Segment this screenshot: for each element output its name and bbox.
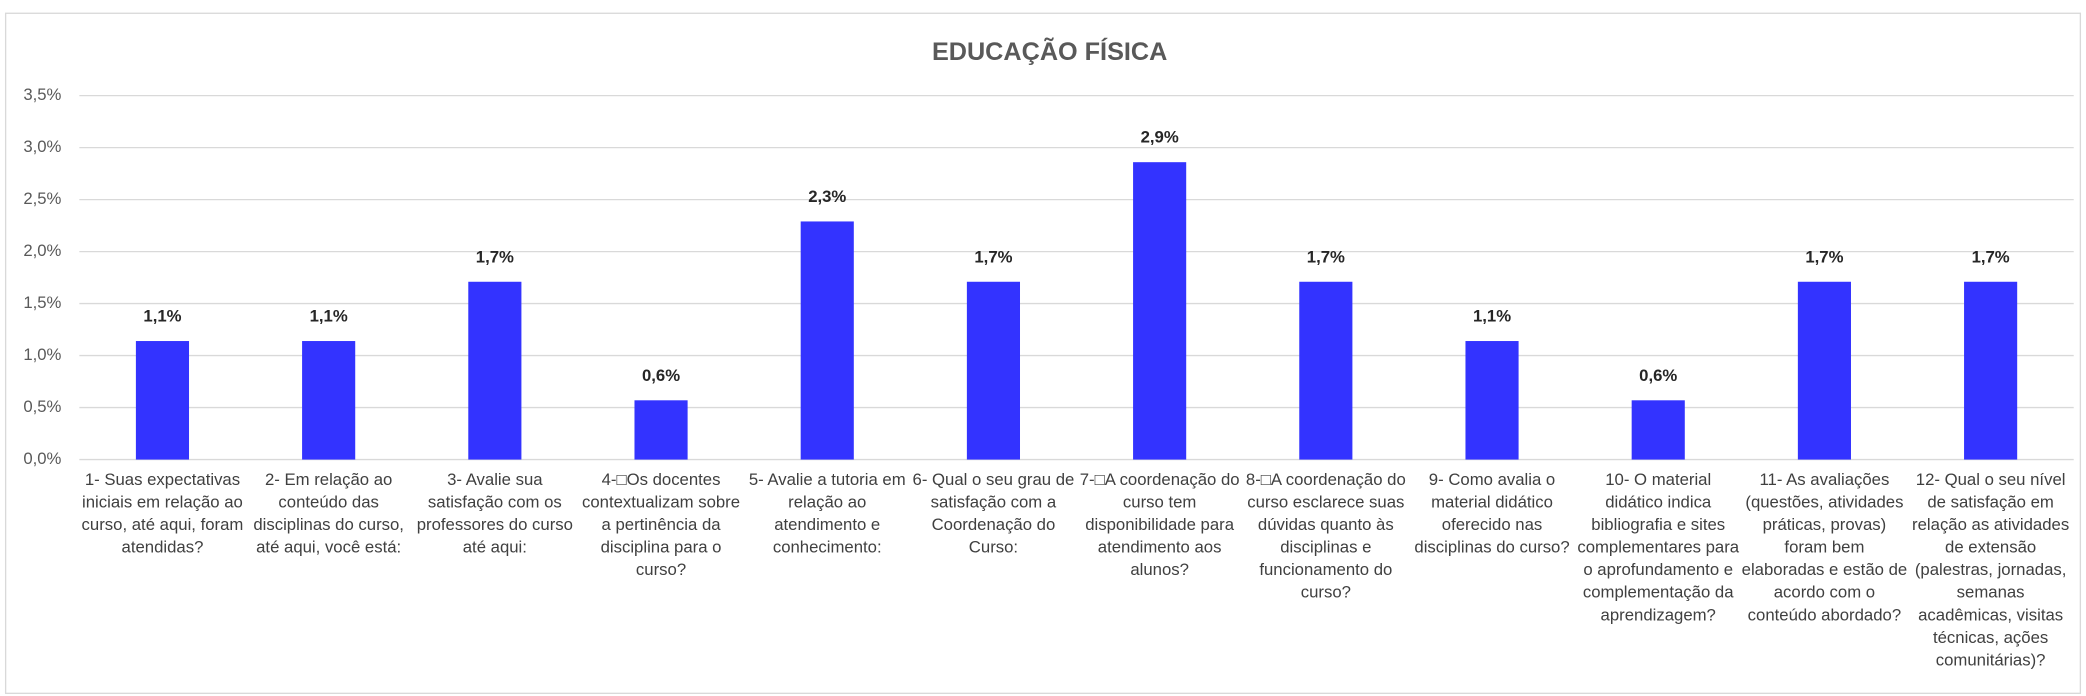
y-tick-label: 3,0%	[23, 137, 61, 156]
data-label: 0,6%	[1639, 366, 1677, 385]
data-label: 2,3%	[808, 187, 846, 206]
x-tick-label-box: 12- Qual o seu nível de satisfação em re…	[1912, 470, 2070, 670]
x-tick-label-box: 5- Avalie a tutoria em relação ao atendi…	[748, 470, 906, 557]
bar	[634, 400, 688, 460]
bar	[302, 341, 356, 460]
data-label: 1,7%	[1307, 247, 1345, 266]
bar	[1964, 281, 2018, 460]
data-label: 1,1%	[143, 307, 181, 326]
bar	[1797, 281, 1851, 460]
x-tick-label: 12- Qual o seu nível de satisfação em re…	[1912, 470, 2070, 670]
bar	[135, 341, 190, 460]
y-tick-label: 0,0%	[23, 449, 61, 468]
x-tick-label-box: 2- Em relação ao conteúdo das disciplina…	[253, 470, 404, 557]
x-tick-label: 4-□Os docentes contextualizam sobre a pe…	[581, 470, 741, 580]
data-label: 2,9%	[1141, 128, 1179, 147]
data-label: 1,7%	[1805, 247, 1843, 266]
bar	[800, 221, 854, 460]
x-tick-label: 5- Avalie a tutoria em relação ao atendi…	[748, 470, 906, 557]
y-tick-label: 2,0%	[23, 241, 61, 260]
bar	[1133, 162, 1187, 460]
y-tick-label: 2,5%	[23, 189, 61, 208]
x-tick-label-box: 3- Avalie sua satisfação com os professo…	[416, 470, 573, 557]
x-tick-label: 7-□A coordenação do curso tem disponibil…	[1079, 470, 1240, 580]
data-label: 1,7%	[476, 247, 514, 266]
data-label: 1,7%	[1972, 247, 2010, 266]
x-tick-label-box: 11- As avaliações (questões, atividades …	[1741, 470, 1908, 625]
y-tick-label: 1,0%	[23, 345, 61, 364]
data-label: 1,7%	[974, 247, 1012, 266]
data-label: 1,1%	[310, 307, 348, 326]
data-label: 1,1%	[1473, 307, 1511, 326]
bar	[468, 281, 522, 460]
x-tick-label: 8-□A coordenação do curso esclarece suas…	[1245, 470, 1406, 602]
x-tick-label-box: 7-□A coordenação do curso tem disponibil…	[1079, 470, 1240, 580]
x-tick-label-box: 8-□A coordenação do curso esclarece suas…	[1245, 470, 1406, 602]
x-tick-label: 9- Como avalia o material didático ofere…	[1414, 470, 1570, 557]
x-tick-label: 6- Qual o seu grau de satisfação com a C…	[912, 470, 1075, 557]
data-label: 0,6%	[642, 366, 680, 385]
x-tick-label-box: 1- Suas expectativas iniciais em relação…	[81, 470, 244, 557]
bar	[1299, 281, 1353, 460]
y-tick-label: 0,5%	[23, 397, 61, 416]
x-tick-label: 11- As avaliações (questões, atividades …	[1741, 470, 1908, 625]
x-tick-label: 10- O material didático indica bibliogra…	[1577, 470, 1740, 625]
x-tick-label-box: 6- Qual o seu grau de satisfação com a C…	[912, 470, 1075, 557]
x-tick-label: 1- Suas expectativas iniciais em relação…	[81, 470, 244, 557]
x-tick-label: 3- Avalie sua satisfação com os professo…	[416, 470, 573, 557]
x-tick-label: 2- Em relação ao conteúdo das disciplina…	[253, 470, 404, 557]
bar	[1631, 400, 1685, 460]
x-tick-label-box: 10- O material didático indica bibliogra…	[1577, 470, 1740, 625]
bar	[1465, 341, 1519, 460]
y-tick-label: 1,5%	[23, 293, 61, 312]
x-tick-label-box: 4-□Os docentes contextualizam sobre a pe…	[581, 470, 741, 580]
chart-title: EDUCAÇÃO FÍSICA	[932, 36, 1167, 66]
x-tick-label-box: 9- Como avalia o material didático ofere…	[1414, 470, 1570, 557]
y-tick-label: 3,5%	[23, 85, 61, 104]
bar	[966, 281, 1021, 460]
